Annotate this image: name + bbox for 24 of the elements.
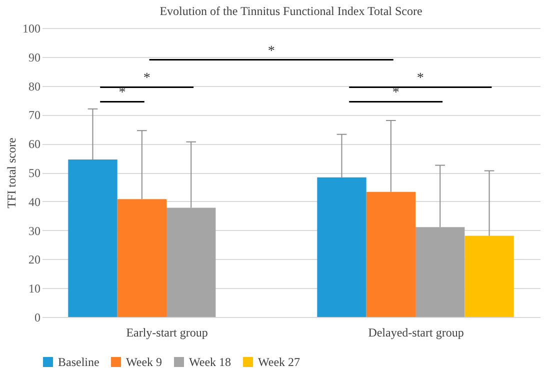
y-tick-label: 0 <box>34 310 40 324</box>
y-tick-label: 50 <box>28 166 40 180</box>
y-tick-label: 10 <box>28 282 40 296</box>
y-tick-label: 40 <box>28 194 40 209</box>
chart-title: Evolution of the Tinnitus Functional Index Total Score <box>160 4 422 18</box>
annotation: * <box>268 44 275 59</box>
annotation: * <box>143 71 150 86</box>
legend-label: Week 18 <box>189 355 232 369</box>
y-tick-label: 20 <box>28 252 40 267</box>
legend-label: Week 27 <box>258 355 300 369</box>
x-tick-label: Early-start group <box>126 326 208 340</box>
legend-label: Week 9 <box>126 355 162 369</box>
y-tick-label: 70 <box>28 108 40 122</box>
annotation: * <box>416 71 424 86</box>
y-tick-label: 80 <box>28 79 40 94</box>
y-axis-title: TFI total score <box>4 138 18 208</box>
y-tick-label: 100 <box>22 22 40 36</box>
annotation: * <box>118 86 126 101</box>
y-tick-label: 90 <box>28 50 40 64</box>
legend-label: Baseline <box>58 355 100 369</box>
annotation: * <box>392 86 400 101</box>
x-tick-label: Delayed-start group <box>368 326 464 340</box>
y-tick-label: 60 <box>28 137 40 152</box>
y-tick-label: 30 <box>28 224 40 238</box>
